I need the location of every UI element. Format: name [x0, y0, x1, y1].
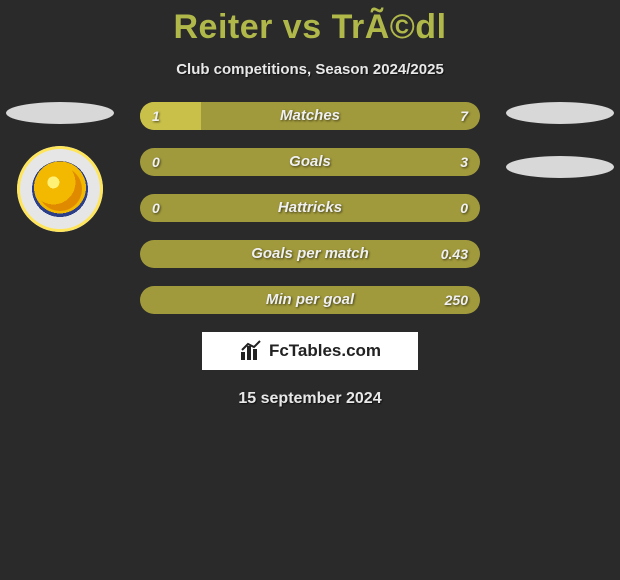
club-badge-left	[17, 146, 103, 232]
bars-icon	[239, 340, 263, 362]
stat-bar-goals-per-match: Goals per match0.43	[140, 240, 480, 268]
stat-bar-goals: Goals0 3	[140, 148, 480, 176]
bar-value-right: 0.43	[441, 240, 468, 268]
player-photo-placeholder-left	[6, 102, 114, 124]
comparison-bars: Matches17Goals03Hattricks00Goals per mat…	[140, 102, 480, 314]
bar-label: Matches	[140, 102, 480, 130]
subtitle: Club competitions, Season 2024/2025	[0, 61, 620, 78]
bar-label: Hattricks	[140, 194, 480, 222]
bar-value-right: 3	[460, 148, 468, 176]
bar-value-left: 1	[152, 102, 160, 130]
stat-bar-matches: Matches1 7	[140, 102, 480, 130]
bar-value-right: 0	[460, 194, 468, 222]
right-column	[500, 102, 620, 178]
logo-text: FcTables.com	[269, 341, 381, 361]
comparison-content: Matches17Goals03Hattricks00Goals per mat…	[0, 102, 620, 314]
fctables-logo: FcTables.com	[202, 332, 418, 370]
left-column	[0, 102, 120, 232]
page-title: Reiter vs TrÃ©dl	[0, 0, 620, 47]
stat-bar-min-per-goal: Min per goal250	[140, 286, 480, 314]
club-badge-placeholder-right	[506, 156, 614, 178]
player-photo-placeholder-right	[506, 102, 614, 124]
bar-value-left: 0	[152, 194, 160, 222]
date-text: 15 september 2024	[0, 390, 620, 408]
bar-label: Goals per match	[140, 240, 480, 268]
bar-value-left: 0	[152, 148, 160, 176]
stat-bar-hattricks: Hattricks0 0	[140, 194, 480, 222]
bar-label: Goals	[140, 148, 480, 176]
bar-value-right: 7	[460, 102, 468, 130]
bar-value-right: 250	[445, 286, 468, 314]
bar-label: Min per goal	[140, 286, 480, 314]
